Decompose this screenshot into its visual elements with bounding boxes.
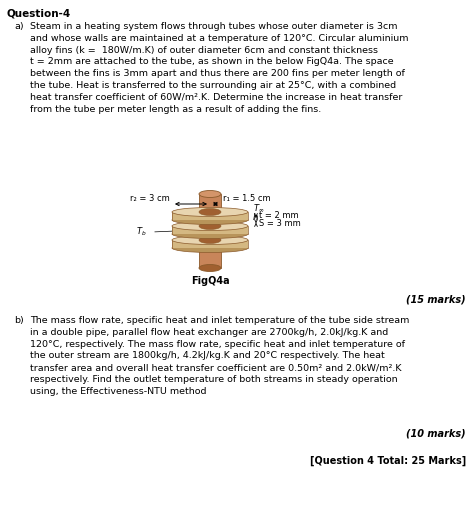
Text: a): a): [14, 22, 24, 31]
Ellipse shape: [172, 229, 248, 238]
Ellipse shape: [199, 236, 221, 244]
Ellipse shape: [199, 223, 221, 229]
Text: The mass flow rate, specific heat and inlet temperature of the tube side stream
: The mass flow rate, specific heat and in…: [30, 316, 410, 396]
Text: FigQ4a: FigQ4a: [191, 276, 229, 286]
Text: t = 2 mm: t = 2 mm: [259, 211, 299, 219]
Text: b): b): [14, 316, 24, 325]
Text: Question-4: Question-4: [7, 8, 71, 18]
Polygon shape: [172, 240, 248, 248]
Text: (15 marks): (15 marks): [406, 294, 466, 304]
Text: r₁ = 1.5 cm: r₁ = 1.5 cm: [223, 194, 271, 203]
Polygon shape: [172, 226, 248, 234]
Text: [Question 4 Total: 25 Marks]: [Question 4 Total: 25 Marks]: [310, 456, 466, 466]
Text: S = 3 mm: S = 3 mm: [259, 218, 301, 227]
Ellipse shape: [172, 207, 248, 216]
Ellipse shape: [199, 265, 221, 271]
Ellipse shape: [172, 222, 248, 230]
Ellipse shape: [172, 236, 248, 245]
Ellipse shape: [172, 215, 248, 225]
Polygon shape: [199, 194, 221, 268]
Text: Steam in a heating system flows through tubes whose outer diameter is 3cm
and wh: Steam in a heating system flows through …: [30, 22, 409, 113]
Text: r₂ = 3 cm: r₂ = 3 cm: [130, 194, 170, 203]
Text: h: h: [253, 213, 258, 222]
Ellipse shape: [199, 208, 221, 215]
Ellipse shape: [172, 244, 248, 253]
Text: $T_\infty$: $T_\infty$: [253, 202, 264, 214]
Text: (10 marks): (10 marks): [406, 428, 466, 438]
Text: $T_b$: $T_b$: [137, 226, 147, 238]
Ellipse shape: [199, 191, 221, 197]
Polygon shape: [172, 212, 248, 220]
